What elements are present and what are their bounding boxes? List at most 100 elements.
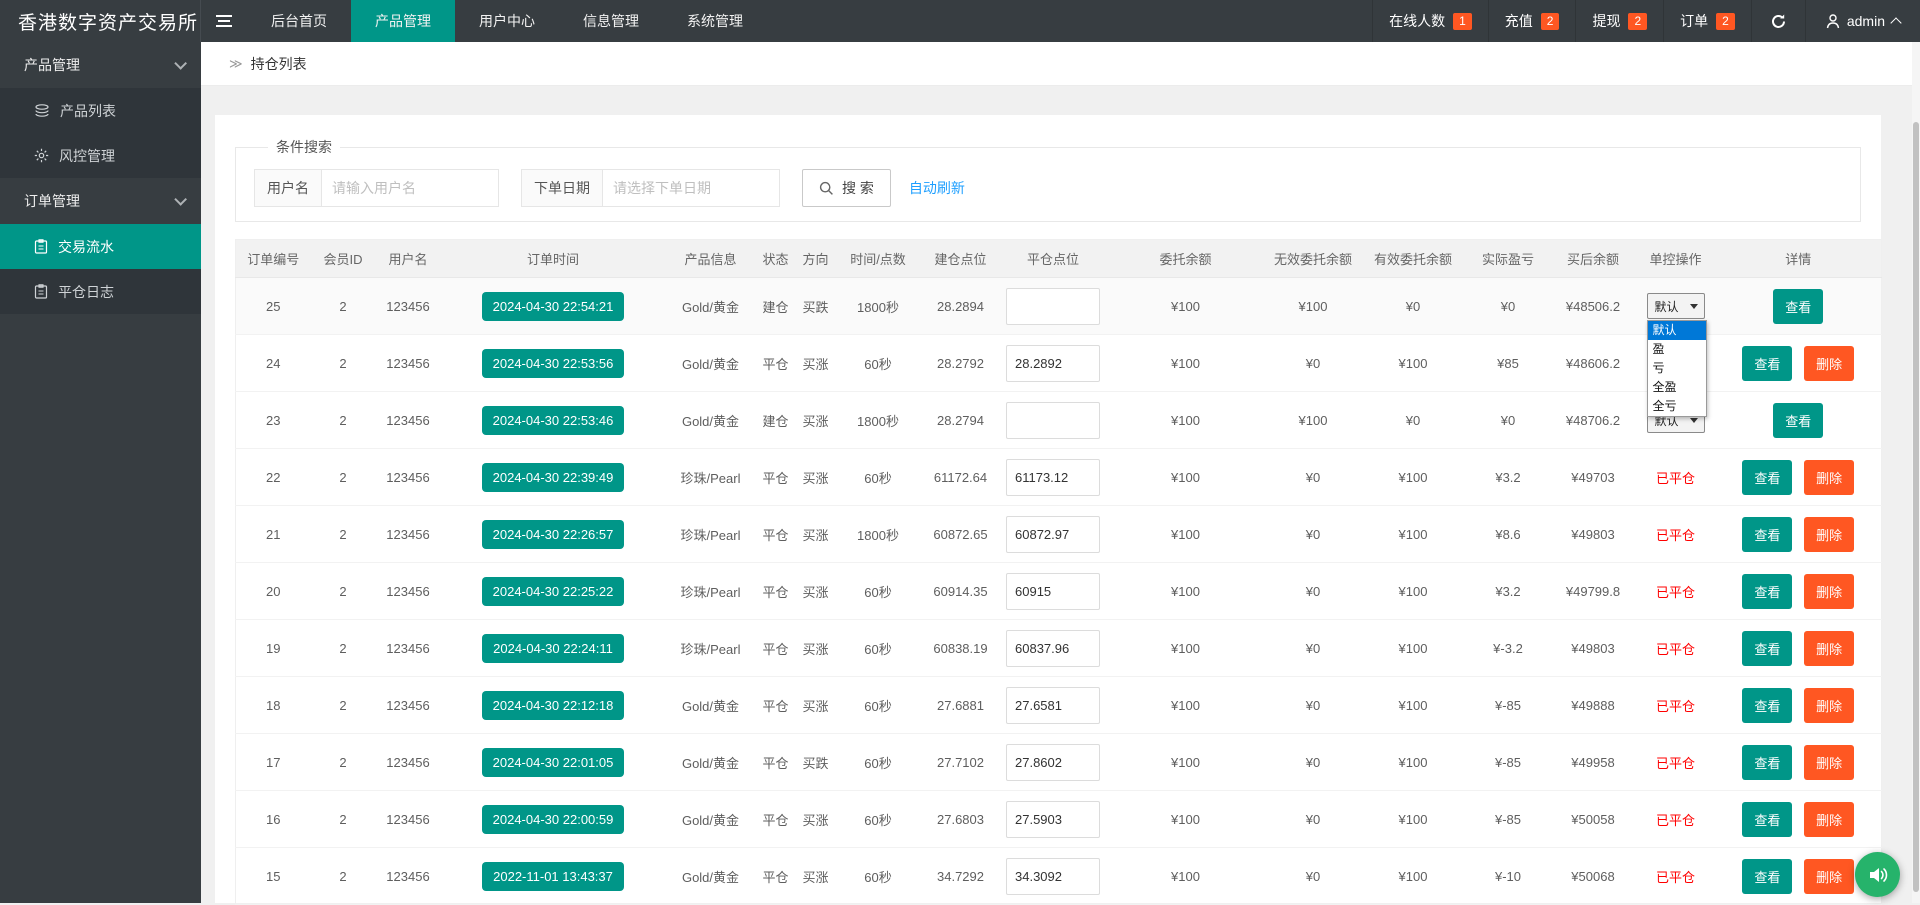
order-date-input[interactable] — [602, 169, 780, 207]
hamburger-icon[interactable] — [201, 0, 247, 42]
view-button[interactable]: 查看 — [1742, 516, 1793, 552]
search-button[interactable]: 搜 索 — [802, 169, 891, 207]
voice-broadcast-button[interactable] — [1855, 852, 1900, 897]
delete-button[interactable]: 删除 — [1804, 459, 1855, 495]
cell-valid-entrust: ¥100 — [1360, 733, 1466, 791]
stat-deposits[interactable]: 充值 2 — [1487, 0, 1576, 42]
order-time-chip[interactable]: 2024-04-30 22:24:11 — [482, 633, 624, 663]
cell-status: 建仓 — [755, 277, 796, 335]
cell-order-id: 20 — [235, 562, 311, 620]
sidebar-group-products[interactable]: 产品管理 — [0, 42, 201, 88]
close-point-input[interactable] — [1006, 401, 1100, 439]
cell-entrust-balance: ¥100 — [1105, 505, 1266, 563]
vertical-scrollbar[interactable] — [1912, 42, 1920, 903]
closed-status-label: 已平仓 — [1655, 698, 1695, 714]
delete-button[interactable]: 删除 — [1804, 858, 1855, 894]
user-menu[interactable]: admin — [1804, 0, 1920, 42]
view-button[interactable]: 查看 — [1742, 687, 1793, 723]
username-input[interactable] — [321, 169, 499, 207]
close-point-input[interactable] — [1006, 458, 1100, 496]
dropdown-option[interactable]: 全亏 — [1652, 399, 1677, 413]
view-button[interactable]: 查看 — [1742, 345, 1793, 381]
view-button[interactable]: 查看 — [1742, 858, 1793, 894]
cell-status: 平仓 — [755, 676, 796, 734]
refresh-icon[interactable] — [1750, 0, 1805, 42]
sidebar-item-close-log[interactable]: 平仓日志 — [0, 269, 201, 314]
order-time-chip[interactable]: 2024-04-30 22:53:46 — [481, 405, 625, 435]
order-time-chip[interactable]: 2022-11-01 13:43:37 — [482, 861, 624, 891]
sidebar-item-risk-control[interactable]: 风控管理 — [0, 133, 201, 178]
delete-button[interactable]: 删除 — [1804, 744, 1855, 780]
view-button[interactable]: 查看 — [1742, 459, 1793, 495]
order-time-chip[interactable]: 2024-04-30 22:25:22 — [481, 576, 625, 606]
cell-entrust-balance: ¥100 — [1105, 277, 1266, 335]
order-time-chip[interactable]: 2024-04-30 22:26:57 — [481, 519, 625, 549]
order-time-chip[interactable]: 2024-04-30 22:12:18 — [481, 690, 625, 720]
order-time-chip[interactable]: 2024-04-30 22:00:59 — [481, 804, 625, 834]
order-time-chip[interactable]: 2024-04-30 22:54:21 — [481, 291, 625, 321]
close-point-input[interactable] — [1006, 287, 1100, 325]
scrollbar-thumb[interactable] — [1913, 122, 1919, 892]
sidebar-item-trade-flow[interactable]: 交易流水 — [0, 224, 201, 269]
delete-button[interactable]: 删除 — [1804, 345, 1855, 381]
delete-button[interactable]: 删除 — [1804, 687, 1855, 723]
close-point-input[interactable] — [1006, 515, 1100, 553]
dropdown-option[interactable]: 全盈 — [1652, 380, 1677, 394]
menu-item-users[interactable]: 用户中心 — [479, 13, 535, 29]
table-header-row: 订单编号 会员ID 用户名 订单时间 产品信息 状态 方向 时间/点数 建仓点位… — [235, 239, 1882, 278]
sidebar-item-product-list[interactable]: 产品列表 — [0, 88, 201, 133]
close-point-input[interactable] — [1006, 800, 1100, 838]
dropdown-option[interactable]: 亏 — [1652, 361, 1665, 375]
menu-item-home[interactable]: 后台首页 — [271, 13, 327, 29]
order-count-badge: 2 — [1716, 12, 1735, 30]
view-button[interactable]: 查看 — [1742, 573, 1793, 609]
dropdown-option[interactable]: 盈 — [1652, 342, 1665, 356]
close-point-input[interactable] — [1006, 743, 1100, 781]
breadcrumb-arrow-icon: ≫ — [229, 55, 243, 71]
stat-withdrawals[interactable]: 提现 2 — [1575, 0, 1663, 42]
menu-item-products[interactable]: 产品管理 — [351, 0, 455, 42]
view-button[interactable]: 查看 — [1773, 402, 1824, 438]
delete-button[interactable]: 删除 — [1804, 801, 1855, 837]
close-point-input[interactable] — [1006, 629, 1100, 667]
deposit-count-badge: 2 — [1540, 12, 1560, 30]
cell-status: 平仓 — [755, 562, 796, 620]
chevron-down-icon — [174, 56, 187, 70]
cell-product: Gold/黄金 — [665, 277, 756, 335]
close-point-input[interactable] — [1006, 344, 1100, 382]
cell-username: 123456 — [375, 562, 441, 620]
order-time-chip[interactable]: 2024-04-30 22:01:05 — [481, 747, 625, 777]
cell-after-balance: ¥49803 — [1550, 619, 1636, 677]
delete-button[interactable]: 删除 — [1804, 630, 1855, 666]
chevron-down-icon — [1689, 417, 1698, 423]
order-time-chip[interactable]: 2024-04-30 22:53:56 — [481, 348, 625, 378]
dropdown-option[interactable]: 默认 — [1647, 321, 1706, 340]
menu-item-system[interactable]: 系统管理 — [687, 13, 743, 29]
view-button[interactable]: 查看 — [1773, 288, 1824, 324]
stat-orders[interactable]: 订单 2 — [1663, 0, 1751, 42]
table-row: 16 2 123456 2024-04-30 22:00:59 Gold/黄金 … — [235, 790, 1882, 848]
view-button[interactable]: 查看 — [1742, 630, 1793, 666]
view-button[interactable]: 查看 — [1742, 744, 1793, 780]
delete-button[interactable]: 删除 — [1804, 516, 1855, 552]
cell-invalid-entrust: ¥0 — [1265, 562, 1361, 620]
cell-invalid-entrust: ¥0 — [1265, 790, 1361, 848]
cell-after-balance: ¥49703 — [1550, 448, 1636, 506]
close-point-input[interactable] — [1006, 572, 1100, 610]
sidebar-group-orders[interactable]: 订单管理 — [0, 178, 201, 224]
menu-item-info[interactable]: 信息管理 — [583, 13, 639, 29]
auto-refresh-link[interactable]: 自动刷新 — [908, 180, 965, 196]
control-select[interactable]: 默认 — [1646, 293, 1705, 319]
table-row: 25 2 123456 2024-04-30 22:54:21 Gold/黄金 … — [235, 277, 1882, 417]
closed-status-label: 已平仓 — [1655, 812, 1695, 828]
cell-member-id: 2 — [310, 619, 376, 677]
stat-online-users[interactable]: 在线人数 1 — [1372, 0, 1488, 42]
close-point-input[interactable] — [1006, 857, 1100, 895]
delete-button[interactable]: 删除 — [1804, 573, 1855, 609]
cell-profit: ¥85 — [1465, 334, 1551, 392]
close-point-input[interactable] — [1006, 686, 1100, 724]
order-time-chip[interactable]: 2024-04-30 22:39:49 — [481, 462, 625, 492]
view-button[interactable]: 查看 — [1742, 801, 1793, 837]
cell-product: Gold/黄金 — [665, 676, 756, 734]
person-icon — [1826, 13, 1840, 28]
